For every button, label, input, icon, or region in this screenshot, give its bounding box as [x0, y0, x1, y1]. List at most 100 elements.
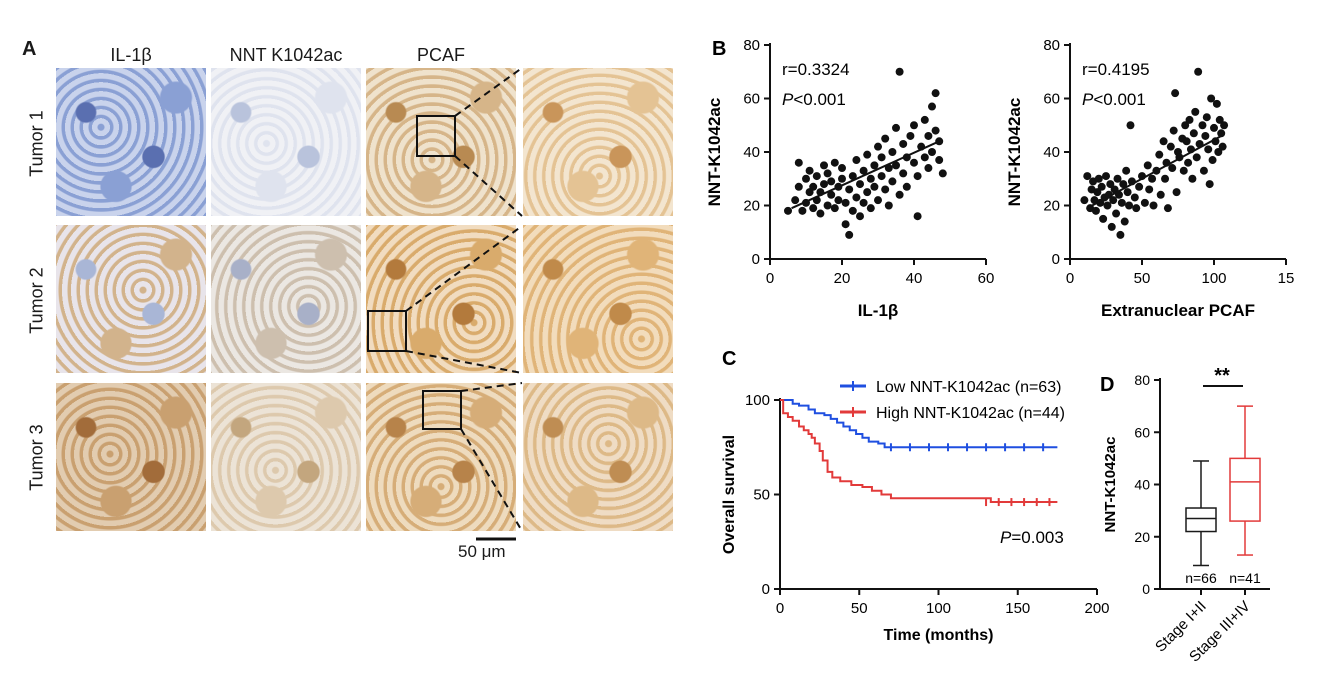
scatter-point [906, 131, 915, 140]
panel-b-letter: B [712, 38, 726, 60]
scatter-point [1091, 206, 1100, 215]
scatter-point [1094, 174, 1103, 183]
scatter-point [920, 153, 929, 162]
legend-label: High NNT-K1042ac (n=44) [876, 405, 1065, 422]
scatter-point [1155, 150, 1164, 159]
scatter-point [935, 156, 944, 165]
scatter-point [1106, 180, 1115, 189]
scatter-point [845, 230, 854, 239]
y-tick-label: 80 [1043, 37, 1060, 54]
correlation-coefficient: r=0.3324 [782, 60, 850, 79]
scatter-point [920, 115, 929, 124]
scatter-point [1103, 201, 1112, 210]
zoom-line [405, 350, 523, 374]
scatter-point [802, 174, 810, 183]
micrograph-tile [56, 383, 206, 531]
scatter-point [809, 182, 818, 191]
scatter-point [1149, 201, 1158, 210]
scatter-point [1083, 172, 1092, 181]
scatter-point [888, 148, 897, 156]
scatter-point [848, 172, 857, 181]
scatter-point [931, 89, 940, 98]
group-n-label: n=66 [1185, 570, 1217, 586]
scatter-point [877, 153, 886, 162]
scatter-point [910, 121, 918, 130]
y-axis-label: Overall survival [721, 435, 738, 554]
scatter-point [830, 204, 839, 213]
scatter-point [838, 164, 846, 173]
group-n-label: n=41 [1229, 570, 1261, 586]
column-header-il1b: IL-1β [110, 45, 152, 65]
column-header-nnt: NNT K1042ac [229, 45, 343, 65]
scatter-point [892, 161, 900, 170]
y-tick-label: 20 [1134, 529, 1150, 545]
panel-c-letter: C [722, 348, 736, 370]
micrograph-tile [211, 383, 361, 531]
scatter-point [852, 156, 861, 165]
y-tick-label: 60 [1043, 91, 1060, 108]
scatter-point [874, 142, 882, 151]
y-tick-label: 80 [743, 37, 760, 54]
x-tick-label: 60 [978, 270, 995, 287]
scatter-point [1214, 148, 1223, 156]
x-tick-label: 15 [1278, 270, 1295, 287]
scatter-point [834, 196, 843, 205]
scatter-point [884, 201, 893, 210]
scatter-point [870, 161, 879, 170]
scatter-point [856, 212, 864, 221]
scatter-point [1204, 145, 1213, 154]
p-symbol: P [1082, 90, 1094, 109]
scatter-point [892, 123, 900, 132]
scatter-point [928, 148, 936, 156]
zoom-box-tumor-3 [422, 390, 462, 430]
x-tick-label: 0 [1066, 270, 1074, 287]
y-tick-label: 0 [762, 581, 770, 598]
y-tick-label: 0 [1052, 251, 1060, 268]
box-iqr [1185, 507, 1217, 533]
x-tick-label: 100 [1201, 270, 1226, 287]
scatter-point [1172, 188, 1181, 197]
box-iqr [1229, 457, 1261, 522]
micrograph-tile [366, 225, 516, 373]
y-axis-label: NNT-K1042ac [1102, 437, 1119, 533]
y-tick-label: 50 [753, 487, 770, 504]
scatter-point [852, 193, 861, 202]
micrograph-tile [366, 383, 516, 531]
y-axis-label: NNT-K1042ac [1005, 98, 1024, 207]
scatter-point [895, 67, 904, 76]
zoom-line [460, 428, 523, 532]
legend-label: Low NNT-K1042ac (n=63) [876, 379, 1061, 396]
scatter-point [1169, 126, 1178, 135]
x-tick-label: 40 [906, 270, 923, 287]
scatter-point [845, 185, 854, 194]
scatter-point [816, 209, 825, 218]
y-tick-label: 20 [1043, 198, 1060, 215]
scatter-point [888, 177, 897, 186]
scatter-point [1202, 113, 1211, 122]
scatter-point [1194, 67, 1203, 76]
scatter-point [1135, 182, 1144, 191]
scatter-point [1171, 89, 1180, 98]
scatter-point [1179, 166, 1188, 175]
scatter-point [1148, 174, 1157, 183]
scatter-point [863, 150, 872, 159]
y-tick-label: 0 [1142, 581, 1150, 597]
x-axis-label: Time (months) [884, 627, 994, 644]
scatter-point [1143, 161, 1152, 170]
scatter-point [1112, 209, 1121, 218]
scatter-point [1099, 214, 1108, 223]
micrograph-tile [523, 68, 673, 216]
regression-line [1086, 135, 1222, 210]
scatter-point [902, 182, 911, 191]
scatter-point [1185, 115, 1194, 124]
y-tick-label: 40 [1134, 477, 1150, 493]
scatter-point [1163, 204, 1172, 213]
y-tick-label: 40 [1043, 144, 1060, 161]
scatter-point [938, 169, 947, 178]
scale-bar-label: 50 μm [458, 542, 506, 561]
scatter-point [863, 188, 872, 197]
zoom-box-tumor-2 [367, 310, 407, 352]
y-axis-label: NNT-K1042ac [705, 98, 724, 207]
scatter-point [1192, 153, 1201, 162]
y-tick-label: 100 [745, 392, 770, 409]
